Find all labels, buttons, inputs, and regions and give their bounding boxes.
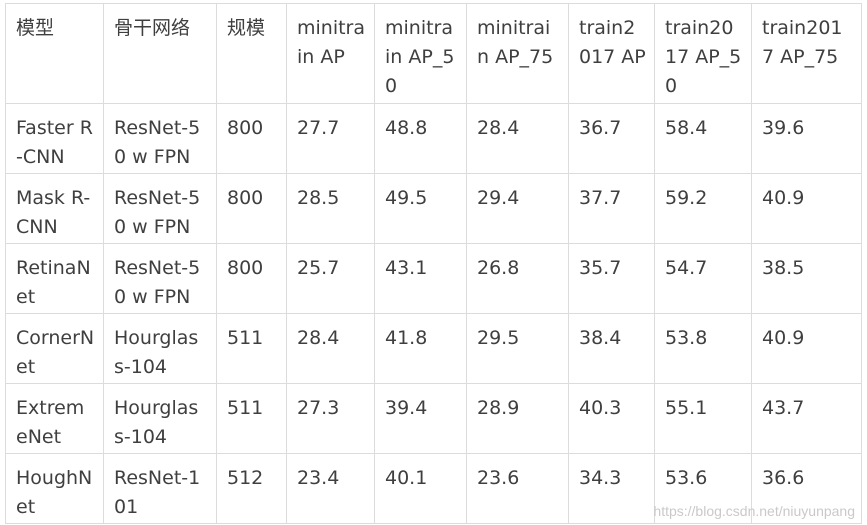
value-cell: 39.6	[751, 103, 862, 174]
value-cell: 28.4	[286, 313, 375, 384]
value-cell: 40.3	[568, 383, 655, 454]
model-cell: Mask R-CNN	[5, 173, 104, 244]
model-cell: HoughNet	[5, 453, 104, 524]
value-cell: 59.2	[654, 173, 752, 244]
value-cell: 23.6	[466, 453, 569, 524]
header-cell: minitrain AP	[286, 3, 375, 104]
value-cell: 58.4	[654, 103, 752, 174]
backbone-cell: Hourglass-104	[103, 383, 217, 454]
header-cell: minitrain AP_75	[466, 3, 569, 104]
value-cell: 55.1	[654, 383, 752, 454]
value-cell: 29.5	[466, 313, 569, 384]
value-cell: 49.5	[374, 173, 467, 244]
table-row: Mask R-CNN ResNet-50 w FPN 800 28.5 49.5…	[5, 173, 862, 244]
header-cell: train2017 AP	[568, 3, 655, 104]
model-cell: Faster R-CNN	[5, 103, 104, 174]
table-row: Faster R-CNN ResNet-50 w FPN 800 27.7 48…	[5, 103, 862, 174]
value-cell: 28.5	[286, 173, 375, 244]
value-cell: 41.8	[374, 313, 467, 384]
value-cell: 40.9	[751, 313, 862, 384]
header-cell: train2017 AP_50	[654, 3, 752, 104]
value-cell: 40.9	[751, 173, 862, 244]
table-row: RetinaNet ResNet-50 w FPN 800 25.7 43.1 …	[5, 243, 862, 314]
value-cell: 36.7	[568, 103, 655, 174]
table-row: ExtremeNet Hourglass-104 511 27.3 39.4 2…	[5, 383, 862, 454]
backbone-cell: Hourglass-104	[103, 313, 217, 384]
value-cell: 28.9	[466, 383, 569, 454]
header-cell: 模型	[5, 3, 104, 104]
value-cell: 48.8	[374, 103, 467, 174]
value-cell: 34.3	[568, 453, 655, 524]
value-cell: 54.7	[654, 243, 752, 314]
table-row: HoughNet ResNet-101 512 23.4 40.1 23.6 3…	[5, 453, 862, 524]
header-cell: train2017 AP_75	[751, 3, 862, 104]
value-cell: 43.1	[374, 243, 467, 314]
scale-cell: 800	[216, 103, 287, 174]
backbone-cell: ResNet-50 w FPN	[103, 173, 217, 244]
model-cell: RetinaNet	[5, 243, 104, 314]
value-cell: 53.8	[654, 313, 752, 384]
scale-cell: 511	[216, 313, 287, 384]
value-cell: 43.7	[751, 383, 862, 454]
model-cell: CornerNet	[5, 313, 104, 384]
value-cell: 25.7	[286, 243, 375, 314]
value-cell: 53.6	[654, 453, 752, 524]
header-cell: 规模	[216, 3, 287, 104]
backbone-cell: ResNet-101	[103, 453, 217, 524]
value-cell: 40.1	[374, 453, 467, 524]
backbone-cell: ResNet-50 w FPN	[103, 243, 217, 314]
value-cell: 23.4	[286, 453, 375, 524]
backbone-cell: ResNet-50 w FPN	[103, 103, 217, 174]
results-table: 模型 骨干网络 规模 minitrain AP minitrain AP_50 …	[5, 3, 862, 524]
table-row: CornerNet Hourglass-104 511 28.4 41.8 29…	[5, 313, 862, 384]
value-cell: 39.4	[374, 383, 467, 454]
value-cell: 28.4	[466, 103, 569, 174]
value-cell: 37.7	[568, 173, 655, 244]
header-cell: minitrain AP_50	[374, 3, 467, 104]
scale-cell: 512	[216, 453, 287, 524]
value-cell: 27.3	[286, 383, 375, 454]
value-cell: 26.8	[466, 243, 569, 314]
model-cell: ExtremeNet	[5, 383, 104, 454]
value-cell: 27.7	[286, 103, 375, 174]
scale-cell: 800	[216, 173, 287, 244]
value-cell: 35.7	[568, 243, 655, 314]
value-cell: 38.4	[568, 313, 655, 384]
value-cell: 36.6	[751, 453, 862, 524]
value-cell: 38.5	[751, 243, 862, 314]
header-row: 模型 骨干网络 规模 minitrain AP minitrain AP_50 …	[5, 3, 862, 104]
watermark-text: https://blog.csdn.net/niuyunpang	[653, 503, 855, 519]
value-cell: 29.4	[466, 173, 569, 244]
header-cell: 骨干网络	[103, 3, 217, 104]
scale-cell: 511	[216, 383, 287, 454]
scale-cell: 800	[216, 243, 287, 314]
